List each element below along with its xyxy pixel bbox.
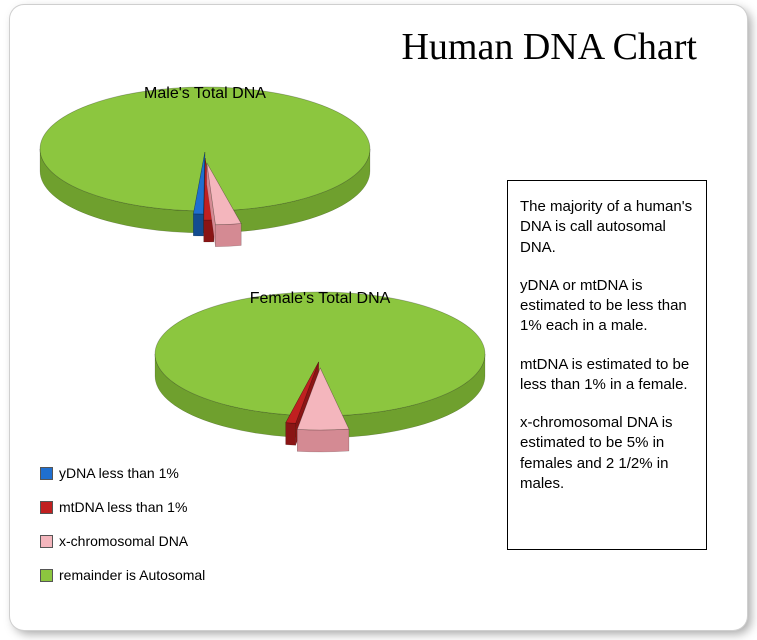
pie-female: Female's Total DNA <box>115 241 525 489</box>
legend-swatch <box>40 569 53 582</box>
info-paragraph: The majority of a human's DNA is call au… <box>520 197 694 258</box>
info-paragraph: mtDNA is estimated to be less than 1% in… <box>520 355 694 396</box>
legend-swatch <box>40 501 53 514</box>
legend-label: mtDNA less than 1% <box>59 499 187 515</box>
info-box: The majority of a human's DNA is call au… <box>507 180 707 550</box>
page-title: Human DNA Chart <box>401 25 697 69</box>
legend-swatch <box>40 535 53 548</box>
legend-item: mtDNA less than 1% <box>40 499 205 515</box>
info-paragraph: x-chromosomal DNA is estimated to be 5% … <box>520 413 694 494</box>
pie-label-female: Female's Total DNA <box>250 290 391 308</box>
chart-frame: Human DNA Chart Male's Total DNA Female's… <box>10 5 747 630</box>
legend-item: yDNA less than 1% <box>40 465 205 481</box>
legend-label: x-chromosomal DNA <box>59 533 188 549</box>
legend-item: x-chromosomal DNA <box>40 533 205 549</box>
info-paragraph: yDNA or mtDNA is estimated to be less th… <box>520 276 694 337</box>
legend-item: remainder is Autosomal <box>40 567 205 583</box>
pie-label-male: Male's Total DNA <box>144 85 266 103</box>
legend-label: yDNA less than 1% <box>59 465 179 481</box>
legend-label: remainder is Autosomal <box>59 567 205 583</box>
legend: yDNA less than 1% mtDNA less than 1% x-chr… <box>40 465 205 601</box>
legend-swatch <box>40 467 53 480</box>
